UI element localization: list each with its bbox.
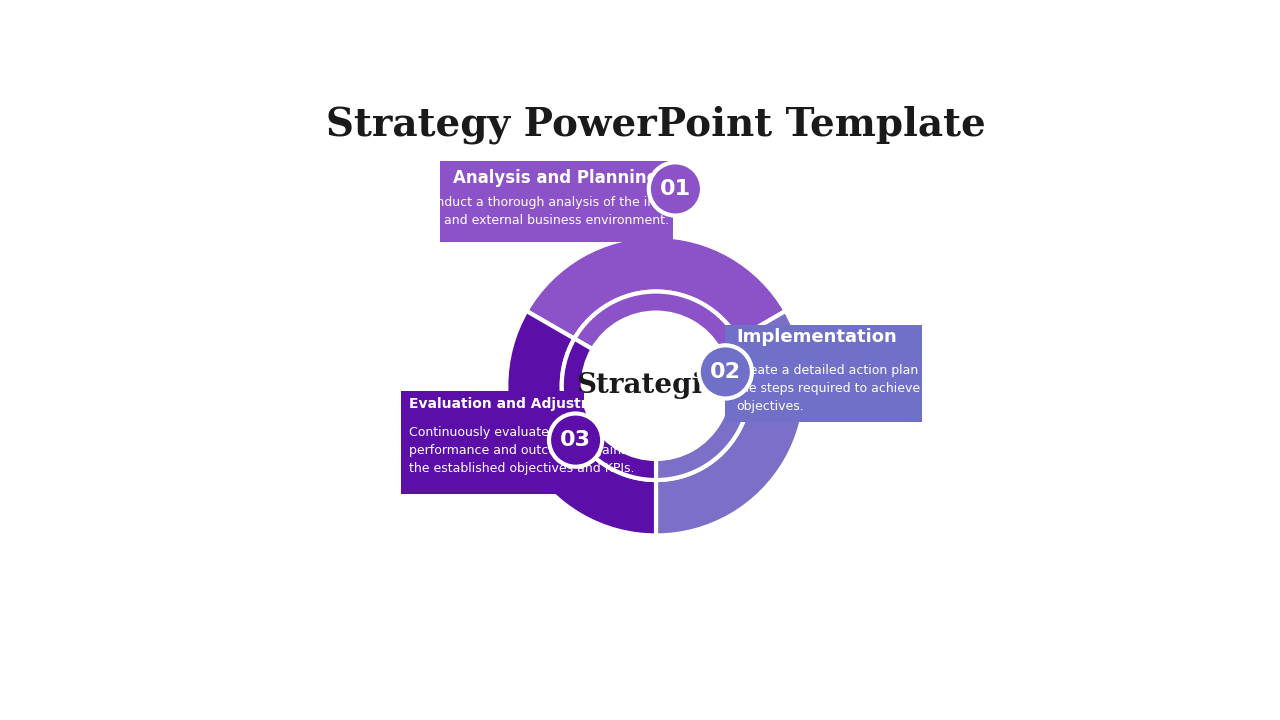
Text: Implementation: Implementation (736, 328, 897, 346)
Wedge shape (655, 338, 750, 480)
FancyBboxPatch shape (440, 161, 672, 242)
Wedge shape (575, 292, 737, 349)
Text: Conduct a thorough analysis of the internal
and external business environment.: Conduct a thorough analysis of the inter… (420, 196, 692, 227)
Wedge shape (562, 338, 657, 480)
Text: Strategies: Strategies (576, 372, 736, 400)
Circle shape (649, 162, 701, 215)
Text: Evaluation and Adjustment: Evaluation and Adjustment (410, 397, 621, 410)
FancyBboxPatch shape (726, 325, 922, 422)
Text: 02: 02 (710, 362, 741, 382)
Text: Create a detailed action plan outlining
the steps required to achieve the set
ob: Create a detailed action plan outlining … (736, 364, 977, 413)
Circle shape (549, 413, 602, 467)
FancyBboxPatch shape (401, 391, 584, 494)
Wedge shape (655, 311, 805, 536)
Circle shape (582, 312, 730, 459)
Wedge shape (526, 236, 786, 338)
Circle shape (562, 292, 750, 480)
Text: 01: 01 (660, 179, 691, 199)
Wedge shape (507, 311, 655, 536)
Circle shape (699, 346, 751, 399)
Text: 03: 03 (561, 430, 591, 450)
Text: Analysis and Planning: Analysis and Planning (453, 169, 659, 187)
Text: Continuously evaluate the
performance and outcomes against
the established objec: Continuously evaluate the performance an… (410, 426, 635, 474)
Text: Strategy PowerPoint Template: Strategy PowerPoint Template (326, 106, 986, 145)
